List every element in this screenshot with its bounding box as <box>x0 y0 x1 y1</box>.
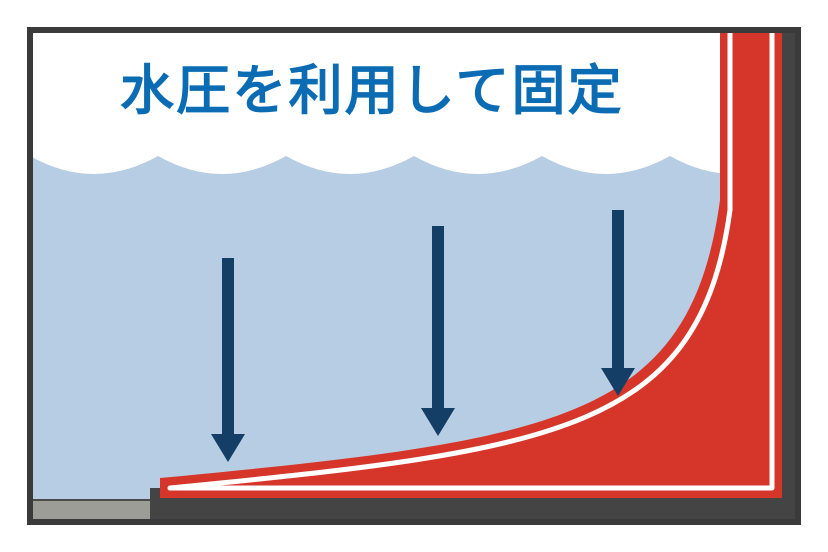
diagram-frame: 水圧を利用して固定 <box>0 0 828 552</box>
title-text: 水圧を利用して固定 <box>120 46 624 125</box>
